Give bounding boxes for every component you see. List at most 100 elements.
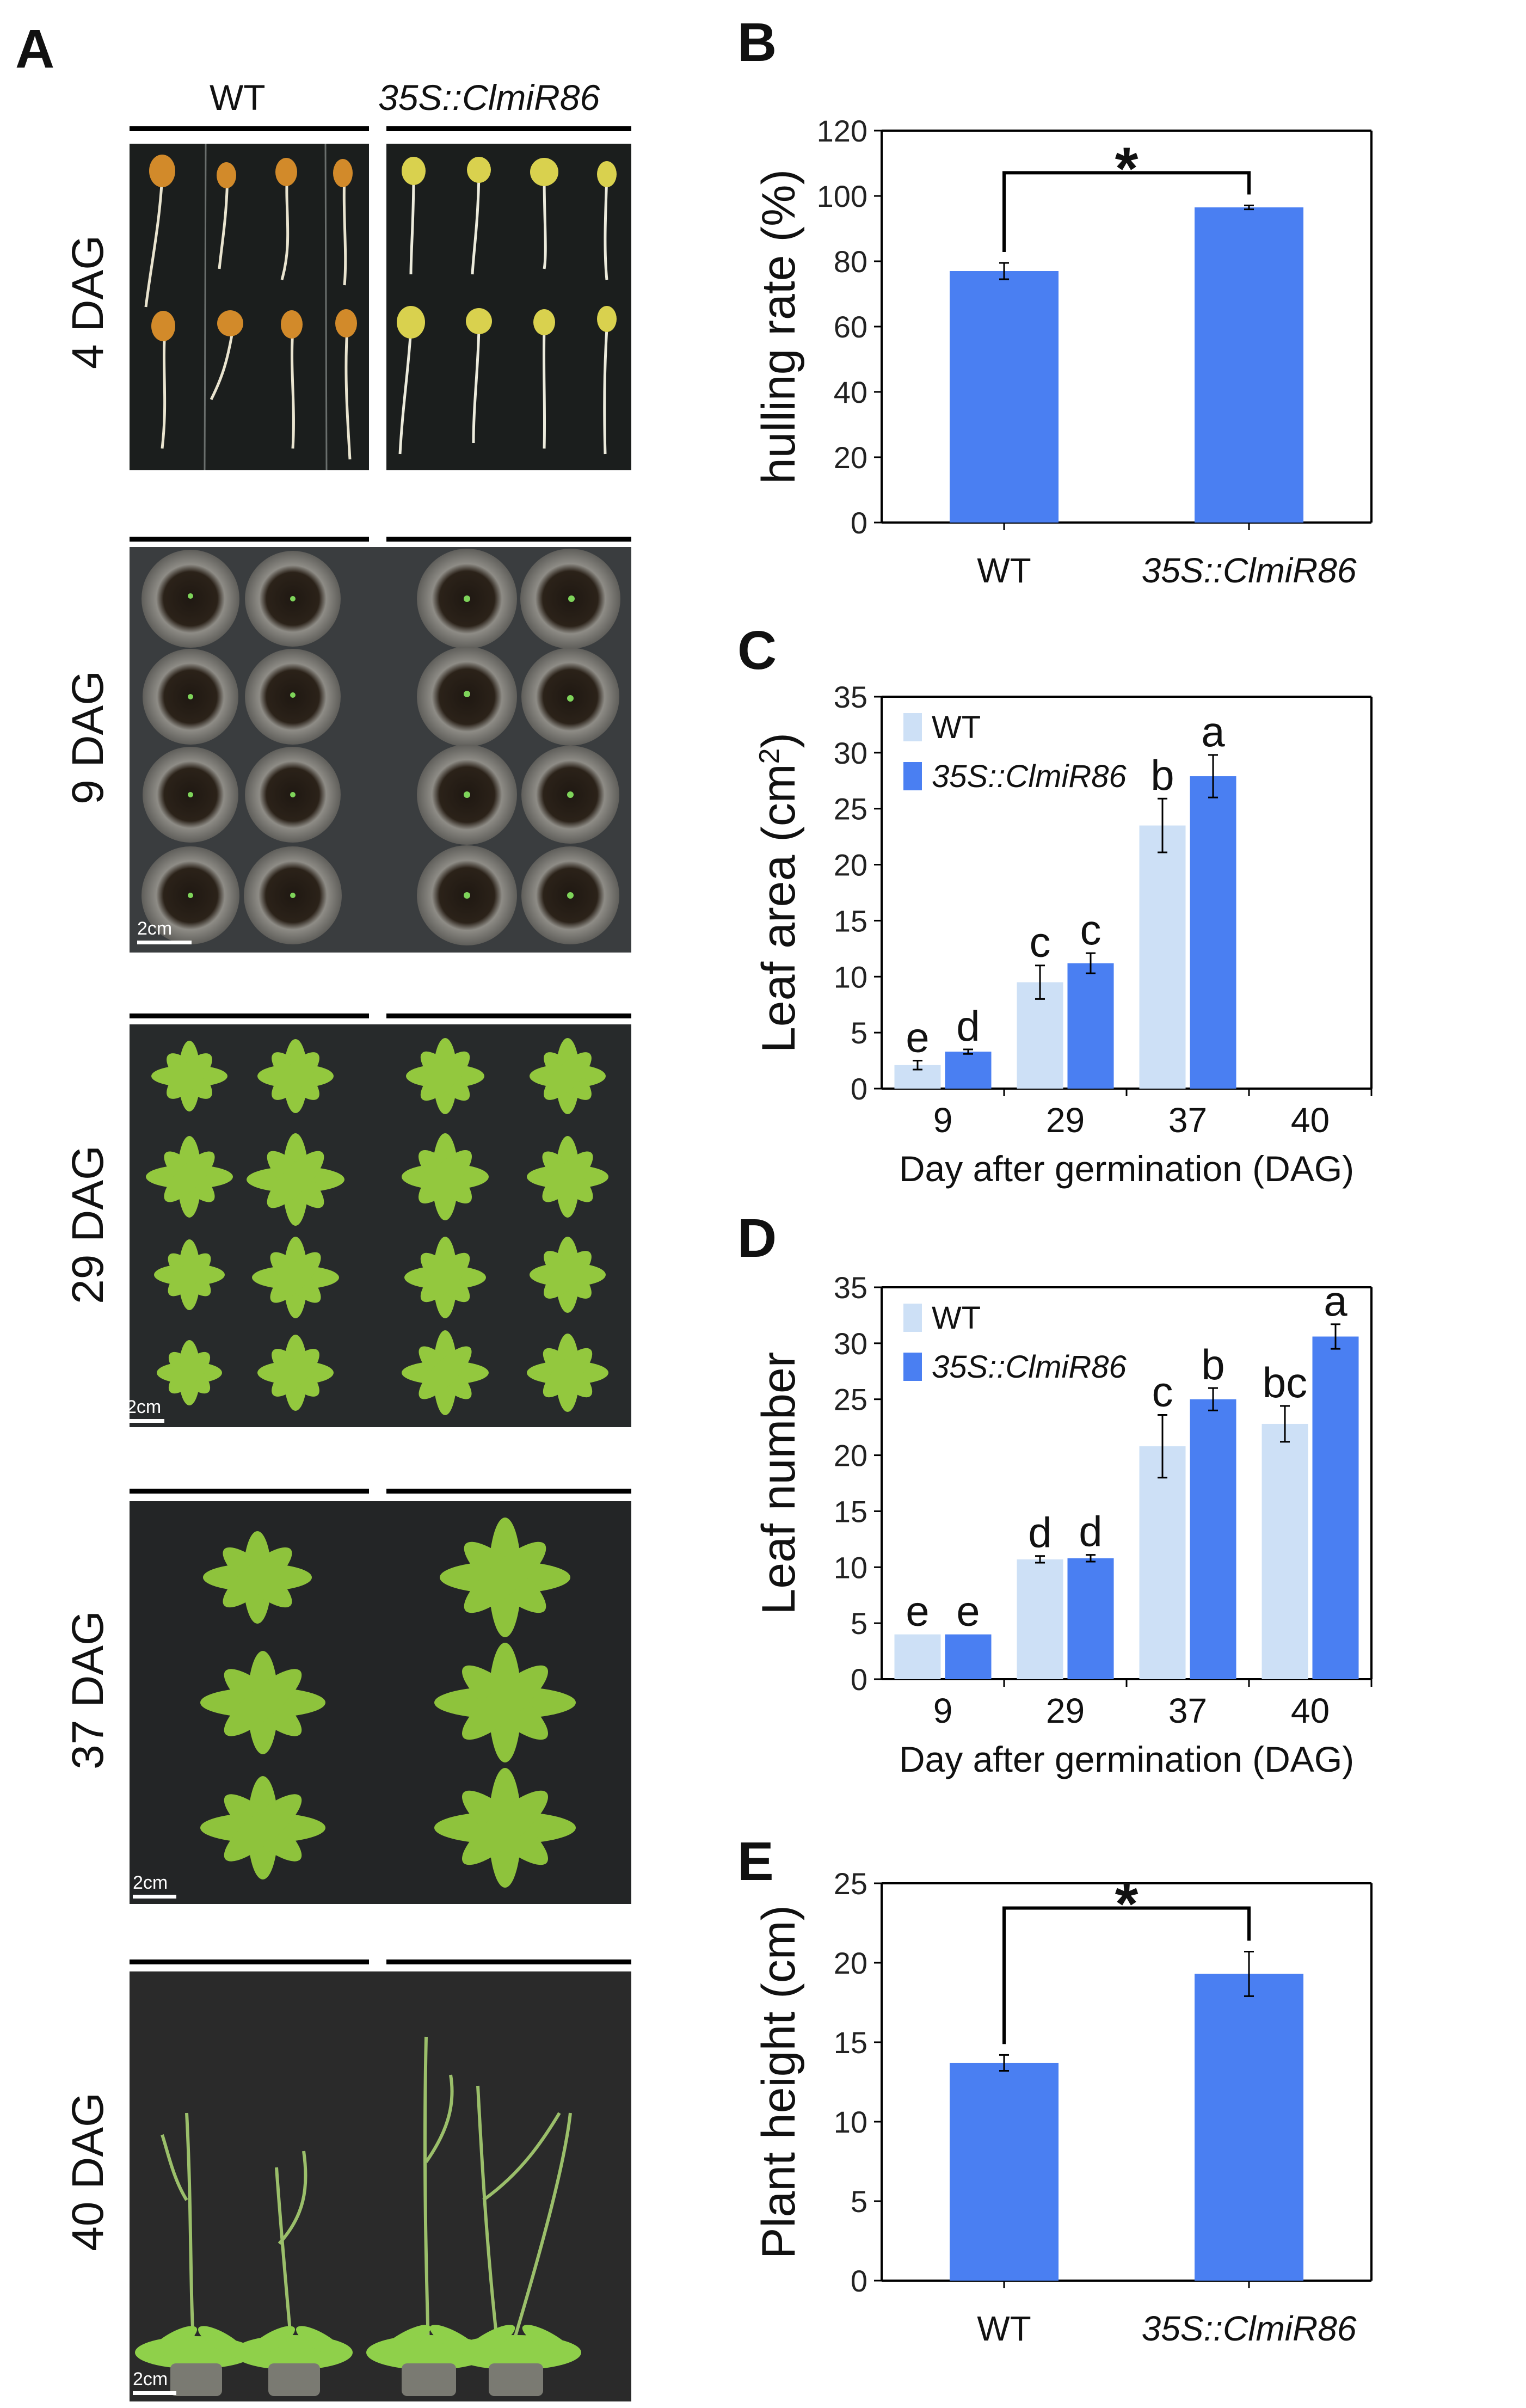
panel-c-letter: C	[737, 620, 777, 681]
header-bar-row5-wt	[130, 1959, 369, 1964]
row-label-4dag: 4 DAG	[63, 235, 113, 370]
header-bar-row3-35s	[386, 1013, 631, 1018]
y-tick-label: 15	[834, 2025, 867, 2060]
row-label-9dag: 9 DAG	[63, 670, 113, 805]
bar-1	[1195, 207, 1303, 523]
y-tick-label: 5	[851, 1606, 867, 1641]
row-label-37dag: 37 DAG	[63, 1611, 113, 1770]
scale-label: 2cm	[133, 1872, 168, 1893]
y-tick-label: 35	[834, 680, 867, 714]
significance-bracket: *	[1002, 135, 1251, 252]
legend-swatch-1	[903, 762, 922, 790]
col-header-35s: 35S::ClmiR86	[378, 77, 600, 118]
y-tick-label: 20	[834, 440, 867, 475]
bracket-line	[1002, 1906, 1251, 2044]
scale-label: 2cm	[137, 918, 173, 939]
y-tick-label: 20	[834, 848, 867, 882]
rosettes-29dag-graphic	[146, 1038, 608, 1415]
significance-bracket: *	[1002, 1871, 1251, 2044]
bar-WT-9	[894, 1634, 941, 1679]
significance-letter: d	[1028, 1509, 1051, 1557]
header-bar-row4-wt	[130, 1489, 369, 1494]
y-tick-label: 40	[834, 375, 867, 409]
x-axis-label: Day after germination (DAG)	[899, 1739, 1354, 1779]
bar-35S::ClmiR86-29	[1067, 963, 1114, 1089]
bar-1	[1195, 1974, 1303, 2281]
header-bar-35s	[386, 126, 631, 131]
y-tick-label: 15	[834, 1494, 867, 1528]
significance-star: *	[1115, 1871, 1139, 1938]
bar-WT-29	[1017, 982, 1063, 1089]
header-bar-row2-wt	[130, 537, 369, 542]
scale-bar-29dag: 2cm	[130, 1397, 164, 1423]
significance-letter: c	[1152, 1368, 1173, 1416]
legend-label-1: 35S::ClmiR86	[932, 1349, 1127, 1385]
y-axis-label: Plant height (cm)	[753, 1905, 805, 2259]
bar-35S::ClmiR86-37	[1190, 1399, 1236, 1679]
photo-37dag: 2cm	[130, 1501, 631, 1904]
bolting-plants-40dag-graphic	[135, 2036, 581, 2396]
scale-bar-37dag: 2cm	[133, 1872, 176, 1899]
legend-swatch-0	[903, 1304, 922, 1332]
photo-29dag: 2cm	[130, 1024, 631, 1427]
photo-4dag-35s	[386, 144, 631, 470]
y-tick-label: 0	[851, 1072, 867, 1106]
x-tick-label: 40	[1291, 1101, 1330, 1140]
panel-b-letter: B	[737, 12, 777, 73]
y-tick-label: 0	[851, 506, 867, 540]
bars	[894, 1323, 1373, 1687]
y-tick-label: 10	[834, 960, 867, 994]
photo-40dag: 2cm	[130, 1971, 631, 2401]
bracket-line	[1002, 171, 1251, 252]
legend-swatch-0	[903, 713, 922, 741]
x-tick-label: 37	[1168, 1691, 1207, 1730]
bar-WT-40	[1262, 1423, 1308, 1679]
bars	[950, 204, 1303, 530]
y-tick-label: 5	[851, 2184, 867, 2219]
row-label-29dag: 29 DAG	[63, 1145, 113, 1304]
pots-9dag-graphic	[141, 549, 620, 945]
header-bar-row5-35s	[386, 1959, 631, 1964]
row-label-40dag: 40 DAG	[63, 2092, 113, 2251]
y-tick-label: 25	[834, 792, 867, 826]
seedlings-35s-graphic	[397, 157, 617, 454]
photo-4dag-wt	[130, 144, 369, 470]
seedlings-wt-graphic	[144, 144, 357, 470]
bars	[950, 1951, 1303, 2288]
significance-letter: b	[1150, 751, 1174, 799]
y-tick-label: 100	[817, 179, 867, 213]
leaf-number-chart: 0 5 10 15 20 25 30 35 Leaf number e e 9 d d 29 cb 37 bca 4…	[753, 1270, 1373, 1779]
bar-35S::ClmiR86-40	[1312, 1336, 1359, 1679]
significance-letter: a	[1201, 708, 1225, 755]
header-bar-row3-wt	[130, 1013, 369, 1018]
axes: 0 20 40 60 80 100 120 hulling rate (%)	[753, 114, 1373, 540]
significance-letter: c	[1030, 918, 1051, 966]
x-tick-label: 9	[933, 1691, 953, 1730]
scale-bar-9dag: 2cm	[137, 918, 192, 944]
x-tick-label: 9	[933, 1101, 953, 1140]
y-tick-label: 25	[834, 1383, 867, 1417]
bar-WT-37	[1139, 1446, 1186, 1679]
bar-35S::ClmiR86-9	[945, 1052, 992, 1089]
y-axis-label-end: )	[753, 733, 805, 748]
header-bar-wt	[130, 126, 369, 131]
bar-WT-37	[1139, 825, 1186, 1089]
scale-label: 2cm	[133, 2369, 168, 2389]
x-tick-label: WT	[977, 2309, 1031, 2348]
y-tick-label: 0	[851, 1662, 867, 1697]
y-tick-label: 120	[817, 114, 867, 148]
legend-label-0: WT	[932, 710, 981, 745]
legend-label-1: 35S::ClmiR86	[932, 759, 1127, 794]
y-axis-label: Leaf number	[753, 1352, 805, 1615]
axes: 0 5 10 15 20 25 30 35 Leaf number	[753, 1270, 1373, 1697]
panel-e-letter: E	[737, 1831, 774, 1892]
rosettes-37dag-graphic	[200, 1518, 576, 1888]
y-tick-label: 20	[834, 1439, 867, 1473]
y-axis-label-sup: 2	[754, 748, 785, 764]
significance-star: *	[1115, 135, 1139, 202]
bar-0	[950, 271, 1059, 523]
y-tick-label: 30	[834, 736, 867, 770]
